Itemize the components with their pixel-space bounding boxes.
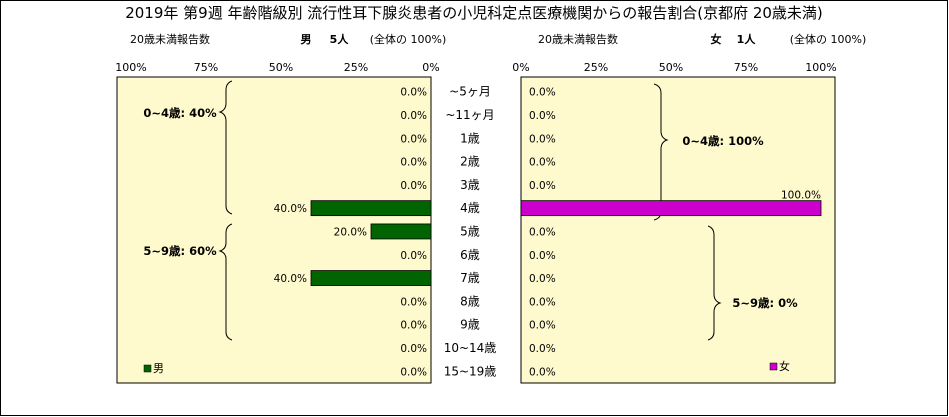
left-annotation-0-4: 0~4歳: 40%	[143, 106, 217, 120]
left-tick-label: 100%	[115, 61, 146, 74]
female-legend-label: 女	[779, 359, 790, 373]
female-value-label: 100.0%	[781, 190, 821, 202]
female-value-label: 0.0%	[529, 296, 556, 308]
right-tick-label: 75%	[734, 61, 758, 74]
left-caption: 20歳未満報告数	[130, 33, 210, 46]
right-annotation-0-4: 0~4歳: 100%	[682, 134, 764, 148]
left-note: (全体の 100%)	[370, 32, 447, 46]
age-category-label: 7歳	[460, 271, 480, 285]
female-value-label: 0.0%	[529, 87, 556, 99]
right-caption: 20歳未満報告数	[538, 33, 618, 46]
male-value-label: 40.0%	[274, 273, 307, 285]
right-annotation-5-9: 5~9歳: 0%	[732, 296, 798, 310]
left-bracket-5-9	[218, 223, 233, 341]
female-value-label: 0.0%	[529, 343, 556, 355]
male-value-label: 0.0%	[400, 343, 427, 355]
female-value-label: 0.0%	[529, 273, 556, 285]
male-value-label: 0.0%	[400, 366, 427, 378]
male-value-label: 0.0%	[400, 250, 427, 262]
age-category-label: 10~14歳	[444, 341, 497, 355]
right-tick-label: 0%	[512, 61, 529, 74]
left-label: 男	[301, 33, 312, 46]
right-label: 女	[711, 32, 722, 46]
chart-title: 2019年 第9週 年齢階級別 流行性耳下腺炎患者の小児科定点医療機関からの報告…	[125, 4, 823, 22]
male-value-label: 20.0%	[334, 226, 367, 238]
male-bar	[370, 223, 432, 240]
right-count: 1人	[737, 32, 757, 46]
age-category-label: 15~19歳	[444, 364, 497, 378]
right-tick-label: 25%	[584, 61, 608, 74]
left-tick-label: 0%	[422, 61, 439, 74]
age-category-label: 1歳	[460, 131, 480, 145]
age-category-label: 9歳	[460, 318, 480, 332]
male-value-label: 0.0%	[400, 157, 427, 169]
age-category-label: 5歳	[460, 224, 480, 238]
right-tick-label: 100%	[805, 61, 836, 74]
left-bracket-0-4	[218, 80, 233, 215]
female-value-label: 0.0%	[529, 157, 556, 169]
left-tick-label: 25%	[344, 61, 368, 74]
male-value-label: 0.0%	[400, 320, 427, 332]
male-value-label: 0.0%	[400, 87, 427, 99]
left-tick-label: 50%	[269, 61, 293, 74]
left-tick-label: 75%	[194, 61, 218, 74]
right-plot-area	[520, 76, 836, 384]
age-category-label: 8歳	[460, 294, 480, 308]
male-bar	[310, 200, 432, 217]
male-legend-label: 男	[153, 362, 164, 375]
age-category-label: 3歳	[460, 178, 480, 192]
female-value-label: 0.0%	[529, 366, 556, 378]
female-bar	[520, 200, 822, 217]
right-tick-label: 50%	[659, 61, 683, 74]
age-category-label: 6歳	[460, 248, 480, 262]
female-value-label: 0.0%	[529, 226, 556, 238]
left-annotation-5-9: 5~9歳: 60%	[143, 244, 217, 258]
male-value-label: 40.0%	[274, 203, 307, 215]
age-category-label: 2歳	[460, 155, 480, 169]
male-value-label: 0.0%	[400, 133, 427, 145]
age-category-label: ~11ヶ月	[445, 108, 494, 122]
female-value-label: 0.0%	[529, 133, 556, 145]
left-count: 5人	[330, 32, 350, 46]
right-note: (全体の 100%)	[790, 32, 867, 46]
female-value-label: 0.0%	[529, 180, 556, 192]
male-value-label: 0.0%	[400, 180, 427, 192]
male-value-label: 0.0%	[400, 296, 427, 308]
age-category-label: ~5ヶ月	[449, 85, 491, 99]
male-legend-swatch	[143, 364, 152, 373]
female-value-label: 0.0%	[529, 110, 556, 122]
female-value-label: 0.0%	[529, 320, 556, 332]
female-value-label: 0.0%	[529, 250, 556, 262]
age-category-label: 4歳	[460, 201, 480, 215]
right-bracket-5-9	[707, 225, 722, 341]
female-legend-swatch	[769, 362, 778, 371]
male-bar	[310, 270, 432, 286]
male-value-label: 0.0%	[400, 110, 427, 122]
